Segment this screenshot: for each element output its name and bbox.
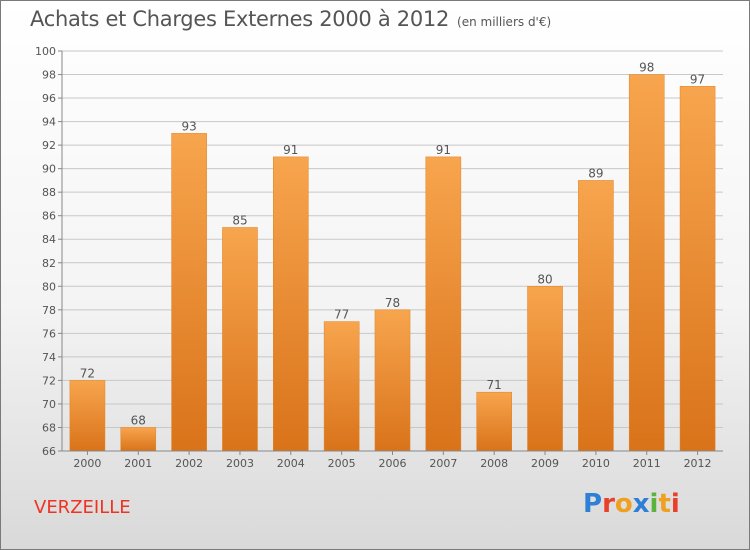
- bar-2005: [323, 321, 360, 452]
- bar-2000: [69, 380, 106, 452]
- y-tick-label: 96: [42, 92, 56, 105]
- bar-value-label: 98: [639, 61, 654, 75]
- bar-2012: [679, 86, 716, 452]
- bar-value-label: 89: [588, 166, 603, 180]
- y-tick-label: 82: [42, 257, 56, 270]
- bar-value-label: 72: [80, 366, 95, 380]
- bar-2006: [374, 309, 411, 452]
- y-tick-label: 90: [42, 163, 56, 176]
- chart-title-text: Achats et Charges Externes 2000 à 2012: [30, 7, 450, 31]
- y-tick-label: 86: [42, 210, 56, 223]
- x-tick-label: 2003: [226, 457, 254, 470]
- x-tick-label: 2005: [328, 457, 356, 470]
- y-tick-label: 72: [42, 374, 56, 387]
- y-tick-label: 78: [42, 304, 56, 317]
- y-tick-label: 74: [42, 351, 56, 364]
- bar-value-label: 93: [181, 119, 196, 133]
- bar-value-label: 85: [232, 213, 247, 227]
- logo-letter: t: [658, 489, 671, 519]
- chart-title: Achats et Charges Externes 2000 à 2012 (e…: [30, 7, 551, 31]
- logo-letter: o: [614, 489, 633, 519]
- bar-value-label: 80: [537, 272, 552, 286]
- x-tick-label: 2007: [429, 457, 457, 470]
- bar-2001: [120, 427, 157, 452]
- logo-letter: P: [583, 489, 603, 519]
- logo-letter: i: [649, 489, 659, 519]
- bar-2004: [273, 156, 309, 452]
- commune-name: VERZEILLE: [34, 497, 131, 518]
- x-tick-label: 2004: [277, 457, 305, 470]
- bar-value-label: 91: [436, 143, 451, 157]
- y-tick-label: 94: [42, 116, 56, 129]
- y-tick-label: 76: [42, 327, 56, 340]
- y-tick-label: 84: [42, 233, 56, 246]
- bars: 72 68 93 85 91 77 78 91 71 80 89 98 97: [69, 61, 716, 452]
- x-tick-label: 2000: [73, 457, 101, 470]
- y-tick-label: 98: [42, 69, 56, 82]
- x-tick-label: 2006: [379, 457, 407, 470]
- bar-value-label: 68: [131, 413, 146, 427]
- x-tick-label: 2010: [582, 457, 610, 470]
- bar-2002: [171, 133, 207, 452]
- bar-value-label: 71: [487, 378, 502, 392]
- y-tick-label: 92: [42, 139, 56, 152]
- chart-unit: (en milliers d'€): [457, 15, 552, 29]
- axes: 66 68 70 72 74 76 78 80 82 84 86 88 90 92 94 96 98 100 200…: [35, 45, 723, 470]
- bar-value-label: 91: [283, 143, 298, 157]
- bar-2008: [476, 391, 512, 452]
- y-tick-label: 70: [42, 398, 56, 411]
- x-tick-label: 2008: [480, 457, 508, 470]
- y-tick-label: 100: [35, 45, 56, 58]
- y-tick-label: 66: [42, 445, 56, 458]
- bar-2009: [527, 286, 563, 452]
- bar-2010: [578, 180, 614, 452]
- logo-letter: r: [602, 489, 615, 519]
- x-tick-label: 2011: [633, 457, 661, 470]
- bar-value-label: 97: [690, 72, 705, 86]
- bar-2003: [222, 227, 258, 452]
- bar-value-label: 77: [334, 308, 349, 322]
- y-tick-label: 68: [42, 421, 56, 434]
- bar-2007: [425, 156, 462, 452]
- logo-letter: i: [670, 489, 680, 519]
- y-tick-label: 88: [42, 186, 56, 199]
- x-tick-label: 2002: [175, 457, 203, 470]
- y-tick-label: 80: [42, 280, 56, 293]
- x-tick-label: 2012: [684, 457, 712, 470]
- bar-value-label: 78: [385, 296, 400, 310]
- x-tick-label: 2001: [124, 457, 152, 470]
- bar-2011: [628, 74, 665, 452]
- logo-letter: x: [632, 489, 650, 519]
- x-tick-label: 2009: [531, 457, 559, 470]
- proxiti-logo: Proxiti: [583, 489, 680, 519]
